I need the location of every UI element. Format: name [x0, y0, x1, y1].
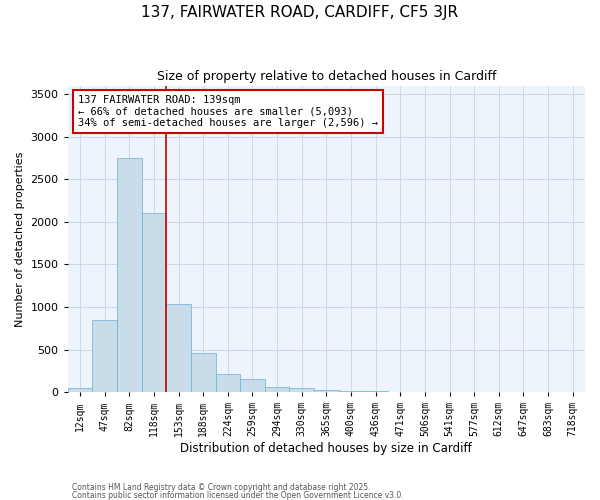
- Text: Contains HM Land Registry data © Crown copyright and database right 2025.: Contains HM Land Registry data © Crown c…: [72, 484, 371, 492]
- Bar: [265, 387, 289, 392]
- Bar: [92, 320, 117, 392]
- Text: 137 FAIRWATER ROAD: 139sqm
← 66% of detached houses are smaller (5,093)
34% of s: 137 FAIRWATER ROAD: 139sqm ← 66% of deta…: [78, 95, 378, 128]
- Y-axis label: Number of detached properties: Number of detached properties: [15, 151, 25, 326]
- Bar: [142, 214, 166, 392]
- Bar: [191, 353, 215, 392]
- Bar: [314, 390, 338, 392]
- Bar: [117, 158, 142, 392]
- Text: 137, FAIRWATER ROAD, CARDIFF, CF5 3JR: 137, FAIRWATER ROAD, CARDIFF, CF5 3JR: [142, 5, 458, 20]
- Bar: [166, 304, 191, 392]
- Bar: [338, 391, 364, 392]
- Bar: [289, 388, 314, 392]
- Title: Size of property relative to detached houses in Cardiff: Size of property relative to detached ho…: [157, 70, 496, 83]
- Text: Contains public sector information licensed under the Open Government Licence v3: Contains public sector information licen…: [72, 490, 404, 500]
- X-axis label: Distribution of detached houses by size in Cardiff: Distribution of detached houses by size …: [181, 442, 472, 455]
- Bar: [215, 374, 240, 392]
- Bar: [68, 388, 92, 392]
- Bar: [240, 380, 265, 392]
